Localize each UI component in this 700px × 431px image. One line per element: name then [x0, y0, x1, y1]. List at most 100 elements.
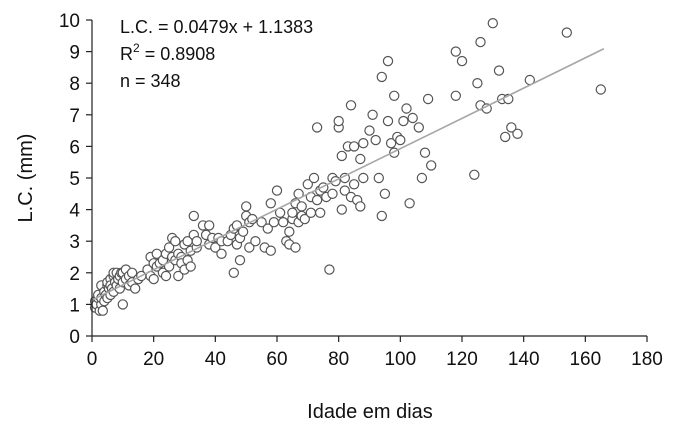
x-tick-label: 100 — [384, 349, 416, 370]
data-point — [244, 242, 255, 253]
data-point — [506, 122, 517, 133]
y-axis-title: L.C. (mm) — [15, 134, 37, 223]
data-point — [336, 204, 347, 215]
data-point — [311, 122, 323, 133]
data-point — [327, 188, 338, 199]
data-point — [265, 198, 276, 209]
data-point — [456, 55, 468, 67]
x-axis-ticks: 0 20 40 60 80 100 120 140 160 180 — [87, 336, 663, 370]
data-point — [389, 90, 400, 102]
data-point — [287, 207, 298, 218]
data-point — [376, 71, 387, 83]
data-point — [308, 172, 320, 184]
data-point — [398, 115, 409, 127]
x-tick-label: 180 — [631, 349, 663, 370]
x-axis-title: Idade em dias — [307, 401, 433, 423]
data-point — [188, 210, 199, 222]
data-point — [472, 77, 483, 89]
y-tick-label: 8 — [69, 74, 80, 95]
data-point — [595, 84, 607, 95]
data-point — [170, 235, 181, 247]
r-squared-superscript: 2 — [133, 41, 140, 55]
data-point — [416, 172, 428, 184]
data-point — [278, 216, 289, 228]
data-point — [129, 283, 141, 294]
data-point — [500, 131, 511, 143]
data-point — [290, 242, 301, 253]
x-tick-label: 120 — [446, 349, 478, 370]
data-point — [358, 137, 369, 149]
y-tick-label: 0 — [69, 327, 80, 348]
y-tick-label: 6 — [69, 137, 80, 158]
data-point — [487, 18, 498, 29]
data-point — [419, 147, 431, 158]
r-squared-prefix: R — [120, 44, 133, 64]
data-point — [216, 248, 227, 259]
data-point — [358, 172, 369, 184]
data-point — [284, 226, 295, 237]
data-point — [97, 305, 109, 316]
data-point — [299, 213, 310, 225]
data-point — [336, 150, 347, 162]
equation-annotation: L.C. = 0.0479x + 1.1383 — [120, 17, 313, 37]
x-tick-label: 20 — [143, 349, 164, 370]
data-point — [163, 242, 175, 253]
data-point — [355, 201, 366, 212]
data-point — [345, 100, 357, 111]
data-point — [160, 270, 172, 282]
data-point — [262, 223, 273, 234]
data-point — [333, 115, 344, 127]
data-point — [148, 273, 159, 285]
data-point — [373, 172, 384, 184]
data-point — [426, 160, 437, 171]
data-point — [240, 201, 252, 212]
data-point — [512, 128, 523, 139]
data-point — [382, 115, 394, 127]
data-point — [395, 134, 406, 146]
data-point — [210, 242, 221, 253]
data-point — [407, 112, 418, 124]
sample-size-annotation: n = 348 — [120, 71, 181, 91]
data-point — [339, 185, 350, 196]
data-point — [450, 90, 461, 102]
r-squared-annotation: R2 = 0.8908 — [120, 41, 215, 64]
y-tick-label: 10 — [59, 11, 80, 32]
data-point — [348, 141, 360, 152]
x-tick-label: 140 — [508, 349, 540, 370]
x-tick-label: 60 — [266, 349, 287, 370]
y-tick-label: 3 — [69, 232, 80, 253]
data-point — [401, 103, 412, 114]
data-point — [268, 216, 280, 228]
data-point — [126, 267, 138, 278]
data-point — [370, 134, 381, 146]
data-point — [561, 27, 573, 38]
x-tick-label: 0 — [87, 349, 98, 370]
y-tick-label: 4 — [69, 201, 80, 222]
data-point — [250, 235, 261, 247]
data-point — [364, 125, 375, 136]
y-tick-label: 9 — [69, 43, 80, 64]
data-point — [185, 261, 196, 272]
data-point — [173, 270, 184, 282]
data-point — [379, 188, 391, 199]
data-point — [475, 36, 486, 48]
data-point — [324, 264, 335, 275]
data-point — [228, 267, 239, 278]
data-point — [385, 137, 397, 149]
data-point — [191, 235, 202, 247]
y-tick-label: 2 — [69, 264, 80, 285]
data-point — [355, 153, 366, 165]
y-tick-label: 5 — [69, 169, 80, 190]
data-point — [493, 65, 505, 76]
y-tick-label: 1 — [69, 295, 80, 316]
data-point — [469, 169, 480, 180]
data-point — [376, 210, 387, 222]
data-point — [404, 198, 415, 209]
y-axis-ticks: 0 1 2 3 4 5 6 7 8 9 10 — [59, 11, 92, 348]
data-point — [382, 55, 394, 67]
data-point — [203, 220, 215, 231]
data-point — [117, 299, 129, 310]
x-tick-label: 40 — [205, 349, 226, 370]
data-point — [311, 194, 323, 206]
data-point — [265, 245, 276, 256]
